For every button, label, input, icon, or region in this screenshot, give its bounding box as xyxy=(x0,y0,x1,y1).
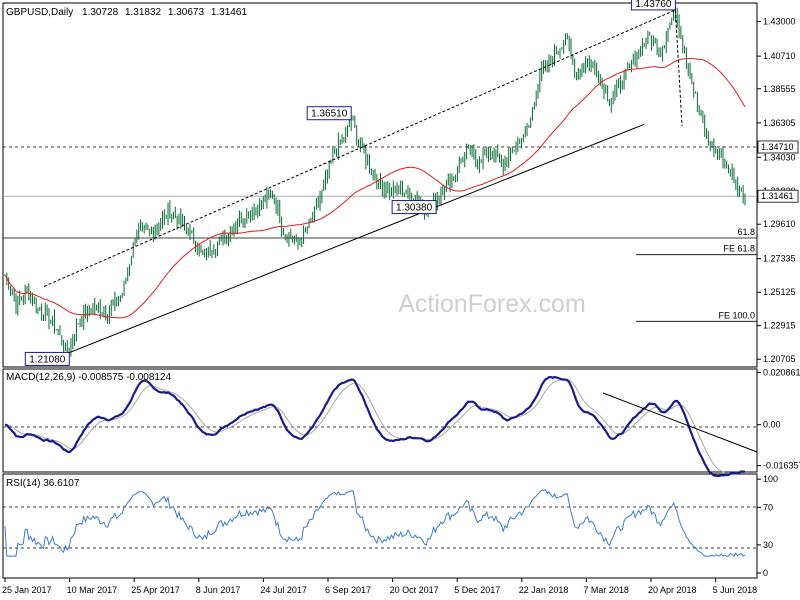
rsi-tick-label: 0 xyxy=(763,568,768,578)
peak-label-box xyxy=(391,200,437,215)
rsi-tick-label: 70 xyxy=(763,502,773,512)
peak-label-box xyxy=(630,0,676,11)
macd-panel-frame xyxy=(2,368,758,473)
main-price-axis: 1.430001.407101.385551.363051.340301.318… xyxy=(757,16,799,364)
channel-support-line xyxy=(67,123,645,354)
moving-average-line xyxy=(4,58,746,319)
peak-label: 1.36510 xyxy=(311,109,348,120)
price-tick-label: 1.36305 xyxy=(763,118,796,128)
rsi-panel-frame xyxy=(2,473,758,579)
macd-line xyxy=(4,375,746,478)
trend-lines xyxy=(43,9,683,354)
date-tick-label: 5 Dec 2017 xyxy=(454,585,500,595)
peak-label: 1.43760 xyxy=(635,0,672,10)
fe618-label: FE 61.8 xyxy=(723,244,755,254)
date-tick-label: 22 Jan 2018 xyxy=(519,585,569,595)
rsi-tick-label: 100 xyxy=(763,474,778,484)
macd-label: MACD(12,26,9) -0.008575 -0.008124 xyxy=(6,372,172,383)
date-tick-label: 7 Mar 2018 xyxy=(583,585,629,595)
rsi-axis: 100 70 30 0 xyxy=(757,474,778,578)
price-tick-label: 1.40710 xyxy=(763,51,796,61)
price-tick-label: 1.38555 xyxy=(763,84,796,94)
rsi-tick-label: 30 xyxy=(763,540,773,550)
price-tick-label: 1.25125 xyxy=(763,287,796,297)
price-tick-label: 1.20705 xyxy=(763,354,796,364)
decline-projection-line xyxy=(674,9,683,126)
price-tick-label: 1.22915 xyxy=(763,321,796,331)
main-panel-frame xyxy=(2,2,758,368)
peak-label-box xyxy=(24,351,70,366)
macd-axis: 0.020861 0.00 -0.016357 xyxy=(757,367,800,471)
level-134710-tag: 1.34710 xyxy=(761,142,794,152)
price-tick-label: 1.43000 xyxy=(763,16,796,26)
peak-label: 1.21080 xyxy=(29,354,66,365)
date-tick-label: 25 Jan 2017 xyxy=(2,585,52,595)
rsi-label: RSI(14) 36.6107 xyxy=(6,478,80,489)
date-tick-label: 6 Sep 2017 xyxy=(325,585,371,595)
level-134710-tag-box xyxy=(757,140,799,154)
watermark: ActionForex.com xyxy=(398,290,586,318)
macd-tick-label: 0.00 xyxy=(763,420,781,430)
date-tick-label: 20 Oct 2017 xyxy=(390,585,439,595)
price-tick-label: 1.34030 xyxy=(763,152,796,162)
date-tick-label: 8 Jun 2017 xyxy=(196,585,241,595)
price-tick-label: 1.29610 xyxy=(763,219,796,229)
price-tick-label: 1.27335 xyxy=(763,254,796,264)
date-tick-label: 10 Mar 2017 xyxy=(67,585,118,595)
peak-label: 1.30380 xyxy=(396,203,433,214)
macd-tick-label: -0.016357 xyxy=(763,461,800,471)
peak-labels: 1.21080 1.36510 1.30380 1.43760 xyxy=(24,0,676,366)
current-price-tag: 1.31461 xyxy=(761,191,794,201)
macd-tick-label: 0.020861 xyxy=(763,367,800,377)
date-tick-label: 20 Apr 2018 xyxy=(648,585,697,595)
date-tick-label: 24 Jul 2017 xyxy=(260,585,307,595)
symbol-label: GBPUSD,Daily 1.30728 1.31832 1.30673 1.3… xyxy=(6,7,247,18)
date-tick-label: 25 Apr 2017 xyxy=(131,585,180,595)
channel-resistance-line xyxy=(43,9,676,287)
date-tick-label: 5 Jun 2018 xyxy=(713,585,758,595)
retracement-618-label: 61.8 xyxy=(737,227,755,237)
horizontal-levels: 61.8 FE 61.8 FE 100.0 xyxy=(3,146,757,322)
rsi-line xyxy=(4,489,746,557)
peak-label-box xyxy=(306,106,352,121)
date-axis: 25 Jan 2017 10 Mar 2017 25 Apr 2017 8 Jun 2… xyxy=(2,578,757,595)
macd-trendline xyxy=(602,392,758,453)
current-price-tag-box xyxy=(757,189,799,203)
fe100-label: FE 100.0 xyxy=(718,310,755,320)
